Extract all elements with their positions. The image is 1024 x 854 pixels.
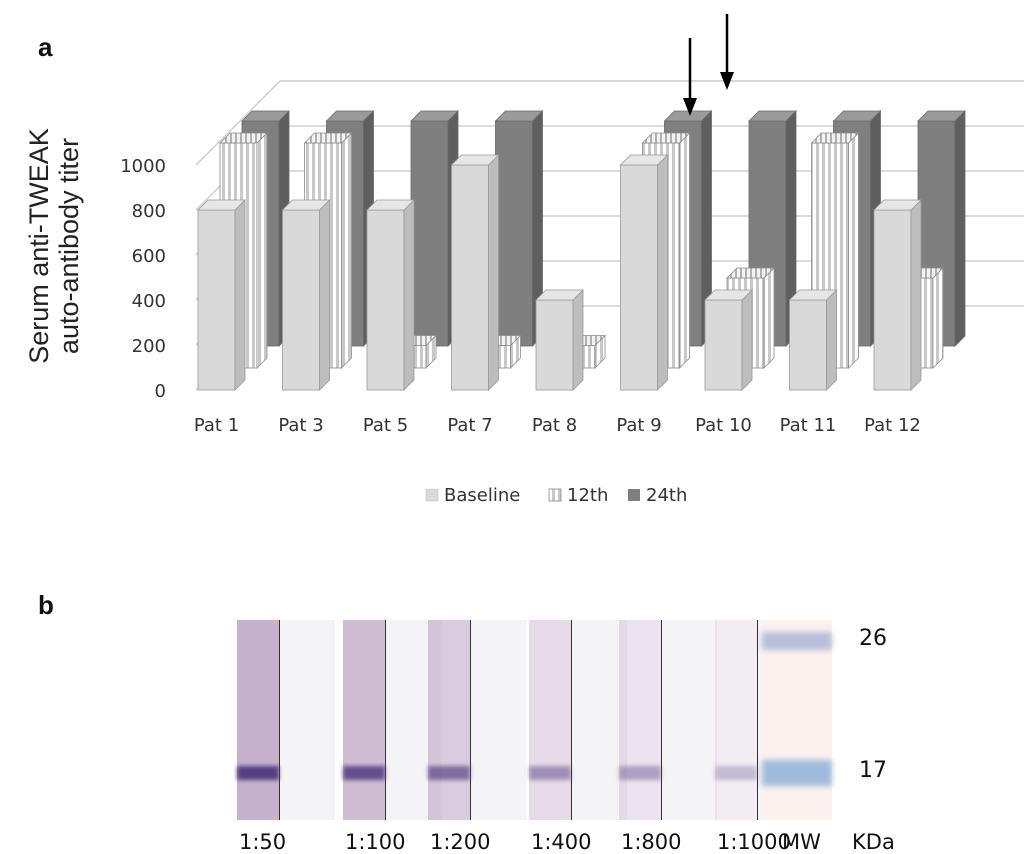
blot-lane-label: 1:200 (430, 830, 491, 854)
blot-lane-label: 1:400 (531, 830, 592, 854)
blot-lane-label: 1:1000 (717, 830, 791, 854)
blot-lane-strip (428, 620, 470, 820)
mw-band-26 (762, 632, 832, 650)
legend-label-baseline: Baseline (444, 485, 520, 506)
blot-blank-strip (385, 620, 441, 820)
blot-lane-strip (343, 620, 385, 820)
bar-pat-10-baseline (704, 289, 753, 391)
y-axis-label-line-2: auto-antibody titer (54, 138, 84, 354)
mw-marker-17: 17 (859, 758, 887, 783)
blot-band (237, 766, 279, 780)
blot-band (343, 766, 385, 780)
y-tick-label: 1000 (120, 156, 166, 177)
blot-blank-strip (571, 620, 627, 820)
x-tick-label: Pat 12 (864, 415, 921, 436)
legend-label-24th: 24th (646, 485, 687, 506)
blot-lane-strip (529, 620, 571, 820)
arrow-pat-10-head (720, 72, 734, 90)
arrow-pat-9-head (683, 98, 697, 116)
bar-pat-7-baseline (450, 154, 500, 391)
blot-band (428, 766, 470, 780)
blot-lane-strip (619, 620, 661, 820)
x-tick-label: Pat 8 (532, 415, 577, 436)
blot-lane-strip (715, 620, 757, 820)
bars (197, 110, 966, 391)
legend-label-12th: 12th (567, 485, 608, 506)
blot-band (529, 766, 571, 780)
x-tick-label: Pat 7 (447, 415, 492, 436)
bar-pat-9-baseline (619, 154, 669, 391)
blot-band (619, 766, 661, 780)
mw-band-17 (762, 760, 832, 786)
x-tick-label: Pat 11 (780, 415, 837, 436)
mw-label: MW (782, 830, 821, 854)
y-axis-label-line-1: Serum anti-TWEAK (24, 128, 54, 364)
kda-label: KDa (852, 830, 895, 854)
x-axis-ticks: Pat 1 Pat 3 Pat 5 Pat 7 Pat 8 Pat 9 Pat 10 Pat … (194, 415, 921, 436)
legend-swatch-baseline (425, 488, 439, 502)
bar-pat-12-baseline (873, 199, 922, 391)
bar-pat-11-baseline (788, 289, 838, 391)
mw-marker-lane (762, 620, 832, 820)
bar-pat-10-24th (748, 110, 797, 347)
blot-blank-strip (661, 620, 717, 820)
bar-pat-5-baseline (366, 199, 415, 391)
x-tick-label: Pat 1 (194, 415, 239, 436)
blot-blank-strip (470, 620, 526, 820)
panel-a-label: a (38, 32, 53, 62)
bar-pat-5-24th (410, 110, 459, 347)
x-tick-label: Pat 9 (616, 415, 661, 436)
y-tick-label: 400 (132, 291, 166, 312)
blot-lane-label: 1:100 (345, 830, 406, 854)
y-tick-label: 800 (132, 201, 166, 222)
western-blot-strips: 1:50 1:100 1:200 1:400 1:800 1:1000 MW KDa 26 17 (0, 600, 1024, 854)
bar-pat-1-baseline (197, 199, 246, 391)
mw-marker-26: 26 (859, 626, 887, 651)
y-tick-label: 200 (132, 336, 166, 357)
bar-pat-7-24th (494, 110, 544, 347)
y-tick-label: 600 (132, 246, 166, 267)
legend-swatch-24th (628, 489, 640, 501)
panel-b-label: b (38, 590, 54, 620)
bar-pat-3-baseline (281, 199, 331, 391)
blot-blank-strip (279, 620, 335, 820)
bar-pat-8-baseline (535, 289, 584, 391)
legend-swatch-12th (548, 488, 562, 502)
arrows (683, 14, 734, 116)
x-tick-label: Pat 3 (278, 415, 323, 436)
blot-band (715, 766, 757, 780)
blot-lane-strip (237, 620, 279, 820)
x-tick-label: Pat 5 (363, 415, 408, 436)
blot-lane-label: 1:50 (239, 830, 287, 854)
y-axis-ticks: 0 200 400 600 800 1000 (120, 156, 166, 402)
blot-lane-label: 1:800 (621, 830, 682, 854)
x-tick-label: Pat 10 (695, 415, 752, 436)
y-tick-label: 0 (155, 381, 166, 402)
legend: Baseline 12th 24th (425, 485, 687, 506)
